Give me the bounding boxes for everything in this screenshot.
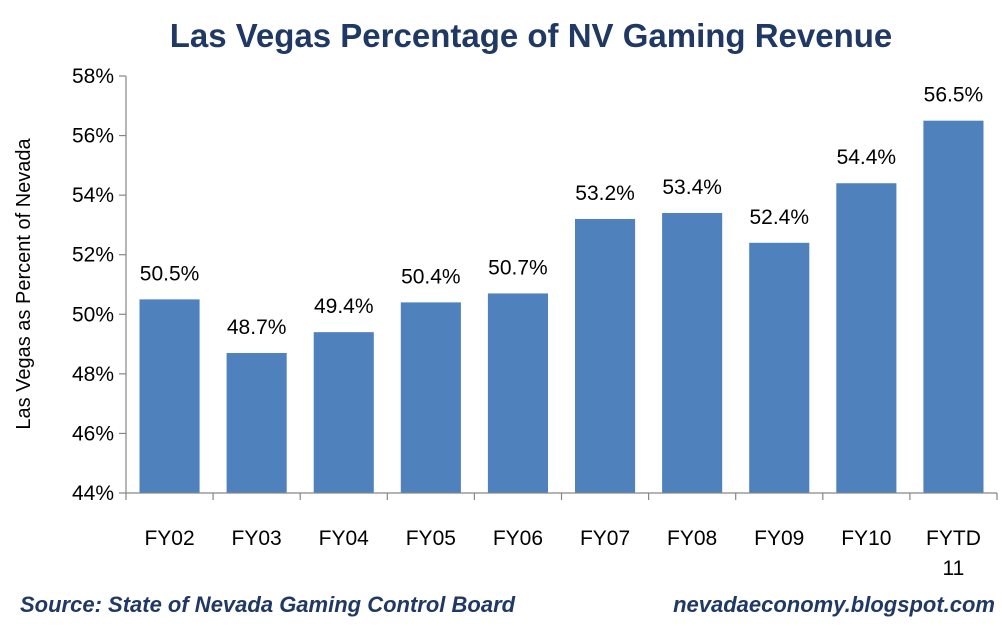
bar <box>923 120 984 493</box>
y-tick-label: 46% <box>72 422 114 445</box>
x-tick-label: FY04 <box>319 527 370 550</box>
y-tick-label: 52% <box>72 244 114 267</box>
bar <box>749 242 810 493</box>
bar-value-label: 53.4% <box>662 176 722 199</box>
bar <box>400 302 461 493</box>
bar-value-label: 56.5% <box>924 84 984 107</box>
y-tick-label: 56% <box>72 125 114 148</box>
x-tick-label: FY03 <box>232 527 282 550</box>
x-tick-label: FY05 <box>406 527 456 550</box>
x-tick-label: FY08 <box>667 527 717 550</box>
bar-value-label: 48.7% <box>227 316 287 339</box>
x-axis: FY02 FY03 FY04 FY05 FY06 FY07 FY08 FY09 FY10 FYTD… <box>125 492 998 580</box>
data-labels: 50.5% 48.7% 49.4% 50.4% 50.7% 53.2% 53.4% 52.4%… <box>140 84 983 339</box>
bar-value-label: 50.5% <box>140 262 200 285</box>
chart-title: Las Vegas Percentage of NV Gaming Revenu… <box>170 17 893 54</box>
bar-value-label: 50.4% <box>401 265 461 288</box>
bars <box>139 120 984 493</box>
x-tick-label: FY06 <box>493 527 543 550</box>
bar <box>836 183 897 493</box>
bar-value-label: 49.4% <box>314 295 374 318</box>
y-tick-label: 58% <box>72 65 114 88</box>
y-tick-label: 54% <box>72 184 114 207</box>
bar-value-label: 52.4% <box>749 206 809 229</box>
y-axis-label: Las Vegas as Percent of Nevada <box>13 137 35 429</box>
x-tick-label: FY07 <box>580 527 630 550</box>
bar <box>139 299 200 493</box>
y-tick-label: 44% <box>72 482 114 505</box>
x-tick-label: FY09 <box>754 527 804 550</box>
bar <box>662 213 723 493</box>
bar <box>313 332 374 493</box>
blog-url: nevadaeconomy.blogspot.com <box>673 592 995 617</box>
bar-value-label: 50.7% <box>488 256 548 279</box>
bar <box>487 293 548 493</box>
x-tick-label: FY02 <box>144 527 194 550</box>
y-tick-label: 48% <box>72 363 114 386</box>
y-axis: 44% 46% 48% 50% 52% 54% 56% 58% <box>72 65 127 505</box>
x-tick-label: FY10 <box>841 527 891 550</box>
y-tick-label: 50% <box>72 303 114 326</box>
bar <box>226 353 287 493</box>
bar-value-label: 53.2% <box>575 182 635 205</box>
x-tick-label: FYTD 11 <box>926 527 981 580</box>
bar <box>575 218 636 493</box>
source-note: Source: State of Nevada Gaming Control B… <box>20 592 516 617</box>
bar-value-label: 54.4% <box>837 146 897 169</box>
